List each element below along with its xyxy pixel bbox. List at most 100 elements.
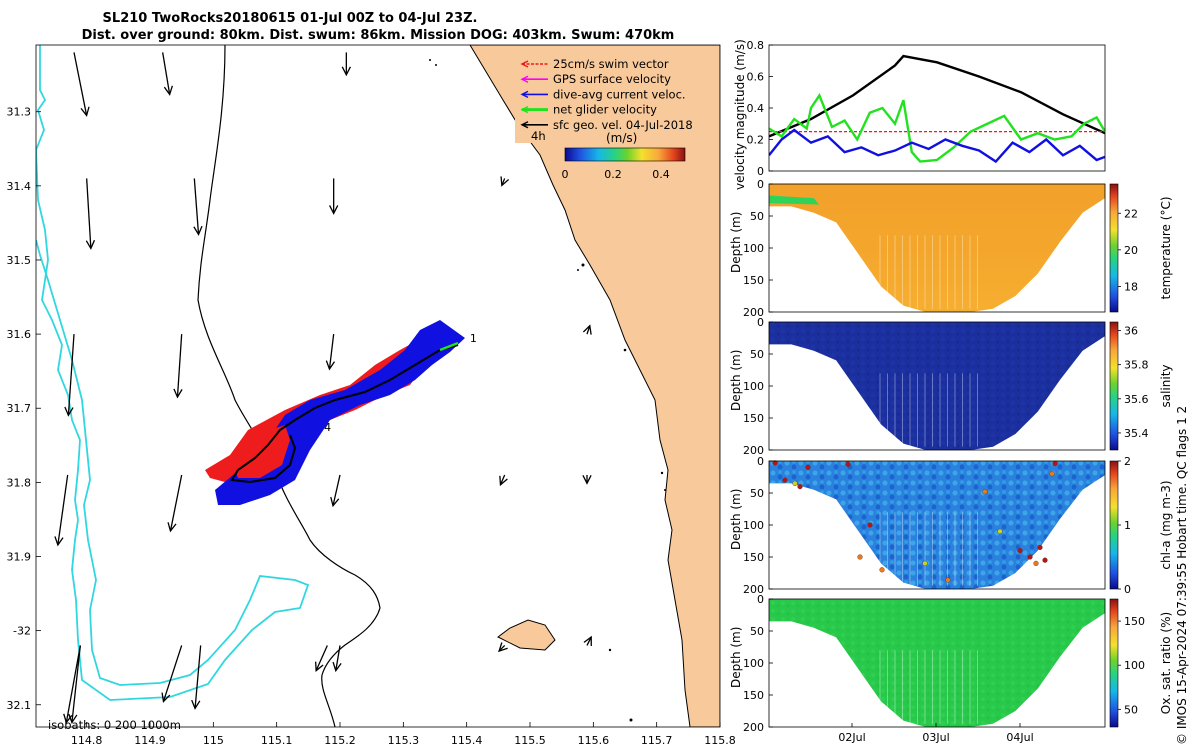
colorbar-tick-label: 20 — [1124, 244, 1138, 257]
sfc-geo-vector — [193, 178, 200, 235]
map-ytick-label: 31.5 — [7, 254, 32, 267]
sfc-geo-vector — [335, 645, 341, 671]
section-ytick-label: 0 — [757, 455, 764, 468]
sfc-geo-arrowhead — [161, 692, 171, 703]
velocity-ytick-label: 0 — [757, 165, 764, 178]
chla-hotspot — [1027, 554, 1033, 560]
chla-hotspot — [1033, 560, 1039, 567]
colorbar-tick-label: 35.6 — [1124, 393, 1149, 406]
section-ylabel: Depth (m) — [729, 350, 743, 411]
sfc-geo-vector — [328, 334, 335, 370]
section-shelf-water — [769, 195, 819, 205]
isobath-1000m — [36, 45, 310, 701]
map-ytick-label: 31.3 — [7, 106, 32, 119]
sfc-geo-arrowhead — [329, 205, 339, 215]
section-colorbar — [1109, 321, 1119, 451]
map-xtick-label: 115.3 — [388, 734, 420, 747]
colorbar-label: Ox. sat. ratio (%) — [1159, 612, 1173, 714]
map-colorbar-ticks: 0 0.2 0.4 — [562, 168, 670, 181]
section-colorbar — [1109, 460, 1119, 590]
sfc-geo-arrowhead — [582, 475, 592, 485]
section-panel-temperature: 0 50 100 150 200 Depth (m) 18 20 22 temperature (… — [729, 178, 1173, 319]
chla-hotspot — [1049, 471, 1055, 477]
velocity-series-line — [769, 92, 1105, 163]
section-ytick-label: 150 — [743, 689, 764, 702]
net-velocity-segment — [439, 341, 459, 352]
sfc-geo-vector — [194, 645, 202, 709]
section-ytick-label: 150 — [743, 412, 764, 425]
colorbar-tick-label: 36 — [1124, 325, 1138, 338]
sfc-geo-vector — [162, 52, 171, 95]
title-line-2: Dist. over ground: 80km. Dist. swum: 86k… — [82, 28, 675, 43]
map-colorbar-tick-label: 0.2 — [604, 168, 622, 181]
section-ytick-label: 100 — [743, 242, 764, 255]
velocity-ticks: 0 0.2 0.4 0.6 0.8 — [747, 39, 773, 178]
velocity-series-line — [769, 128, 1105, 164]
sfc-geo-arrowhead — [330, 496, 340, 508]
section-ytick-label: 0 — [757, 593, 764, 606]
section-ytick-label: 50 — [750, 348, 764, 361]
section-panels: 0 50 100 150 200 Depth (m) 18 20 22 temperature (… — [729, 178, 1173, 744]
sfc-geo-vector — [169, 474, 183, 532]
sfc-geo-vector — [86, 178, 92, 249]
colorbar-tick-label: 35.8 — [1124, 359, 1149, 372]
islet — [629, 718, 633, 722]
track-label: 1 — [470, 332, 477, 345]
sfc-geo-arrowhead — [85, 239, 96, 250]
sfc-geo-vector — [499, 474, 506, 486]
sfc-geo-vector — [65, 645, 81, 723]
colorbar-tick-label: 35.4 — [1124, 427, 1149, 440]
colorbar-label: temperature (°C) — [1159, 197, 1173, 300]
section-xtick-label: 04Jul — [1006, 731, 1033, 744]
chla-hotspot — [1052, 460, 1058, 467]
legend-arrowhead — [520, 75, 529, 83]
chla-hotspot — [1017, 547, 1023, 554]
sfc-geo-vector — [586, 636, 592, 646]
sfc-geo-arrowhead — [500, 176, 510, 187]
legend-arrowhead — [520, 105, 529, 114]
map-ytick-label: 31.9 — [7, 551, 32, 564]
colorbar-tick-label: 0 — [1124, 583, 1131, 596]
sfc-geo-arrowhead — [499, 475, 508, 487]
time-marker-label: 4h — [531, 129, 546, 143]
map-panel: 114.8 114.9 115 115.1 115.2 115.3 115.4 115.5 11… — [7, 44, 736, 747]
sfc-geo-arrowhead — [341, 66, 351, 77]
section-ytick-label: 0 — [757, 178, 764, 191]
map-ytick-label: 31.6 — [7, 328, 32, 341]
islet — [429, 59, 431, 61]
track-labels: 14 — [324, 332, 477, 434]
section-ytick-label: 200 — [743, 721, 764, 734]
chla-hotspot — [805, 464, 811, 471]
colorbar-tick-label: 100 — [1124, 659, 1145, 672]
sfc-geo-arrowhead — [163, 85, 173, 96]
sfc-geo-vector — [586, 325, 591, 335]
colorbar-label: chl-a (mg m-3) — [1159, 480, 1173, 569]
sfc-geo-vector — [67, 334, 75, 416]
legend-arrowhead — [520, 90, 529, 99]
isobaths-label: isobaths: 0 200 1000m — [48, 718, 181, 732]
chla-hotspot — [845, 461, 851, 467]
chla-hotspot — [867, 522, 873, 528]
colorbar-tick-label: 18 — [1124, 280, 1138, 293]
sfc-geo-arrowhead — [68, 713, 78, 724]
colorbar-tick-label: 22 — [1124, 207, 1138, 220]
section-data-field — [769, 184, 1105, 312]
section-ylabel: Depth (m) — [729, 489, 743, 550]
section-ytick-label: 200 — [743, 444, 764, 457]
colorbar-units: (m/s) — [606, 131, 637, 145]
chla-hotspot — [772, 460, 778, 466]
velocity-series — [769, 54, 1105, 164]
section-panel-chla: 0 50 100 150 200 Depth (m) 0 1 2 chl-a (mg m-3) — [729, 455, 1173, 596]
map-xtick-label: 115.1 — [261, 734, 293, 747]
map-xtick-label: 115.8 — [704, 734, 736, 747]
sfc-geo-arrowhead — [582, 324, 592, 335]
velocity-ytick-label: 0.8 — [747, 39, 765, 52]
sfc-geo-arrowhead — [80, 106, 90, 117]
colorbar-tick-label: 150 — [1124, 615, 1145, 628]
section-ytick-label: 200 — [743, 306, 764, 319]
sfc-geo-vector — [176, 334, 183, 398]
sfc-geo-arrowhead — [54, 536, 64, 547]
chla-hotspot — [857, 554, 863, 560]
map-xtick-label: 115.2 — [324, 734, 356, 747]
legend-label: 25cm/s swim vector — [553, 57, 669, 71]
